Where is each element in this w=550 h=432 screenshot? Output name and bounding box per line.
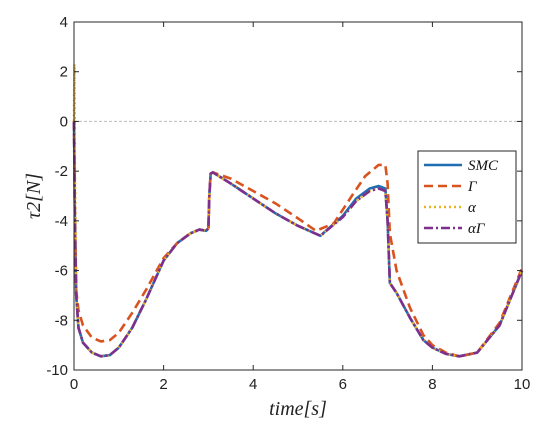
x-tick-label: 4 (249, 376, 257, 393)
y-axis-label: τ2[N] (23, 173, 45, 219)
x-tick-label: 2 (159, 376, 167, 393)
y-tick-label: -8 (55, 312, 68, 329)
legend-label-0: SMC (468, 158, 499, 174)
legend-label-1: Γ (467, 179, 478, 195)
x-axis-label: time[s] (269, 398, 327, 420)
y-tick-label: -6 (55, 263, 68, 280)
x-tick-label: 0 (70, 376, 78, 393)
y-tick-label: 4 (60, 14, 68, 31)
y-tick-label: 2 (60, 64, 68, 81)
x-tick-label: 10 (514, 376, 531, 393)
series-line-1 (72, 121, 524, 358)
y-tick-label: -10 (46, 362, 68, 379)
ticks-layer: 0 2 4 6 8 10 4 2 0 -2 -4 -6 -8 -10 (46, 14, 530, 393)
legend-box (417, 150, 517, 244)
series-layer (72, 62, 524, 358)
legend: SMC Γα αΓ (417, 150, 517, 244)
series-line-3 (72, 121, 524, 358)
x-tick-label: 6 (339, 376, 347, 393)
y-tick-label: -2 (55, 163, 68, 180)
legend-label-2: α (468, 200, 477, 216)
y-tick-label: 0 (60, 113, 68, 130)
plot-frame (73, 21, 523, 371)
x-tick-label: 8 (428, 376, 436, 393)
y-tick-label: -4 (55, 213, 68, 230)
legend-label-3: αΓ (468, 221, 486, 237)
